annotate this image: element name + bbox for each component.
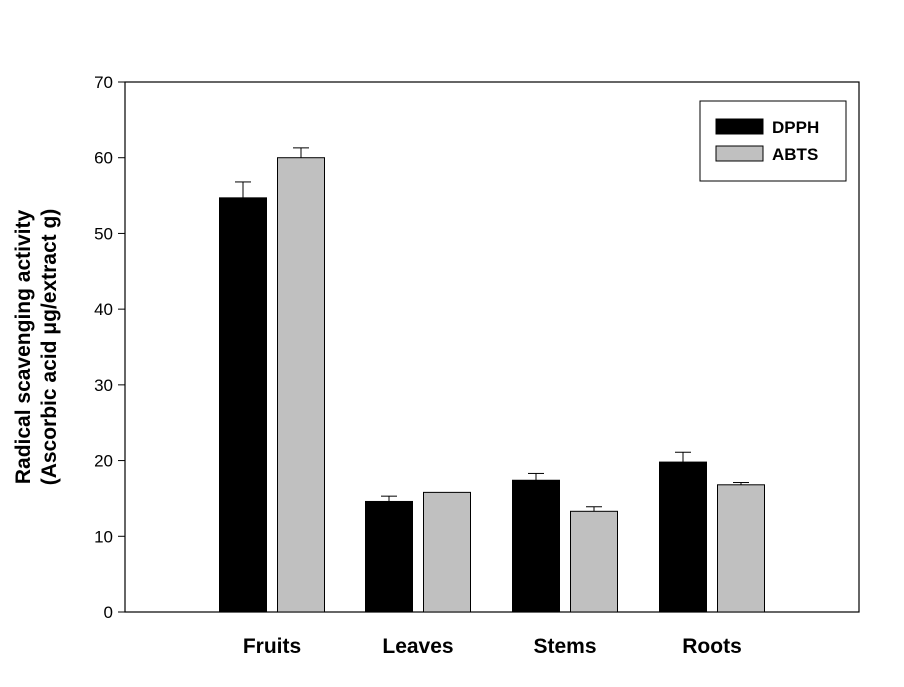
bar-dpph-stems	[512, 479, 560, 613]
y-tick-label: 50	[94, 224, 113, 243]
bar-abts-fruits	[277, 157, 325, 613]
y-tick-label: 0	[104, 603, 113, 622]
legend-box	[699, 100, 847, 182]
legend-label-abts: ABTS	[772, 145, 818, 164]
bar-dpph-roots	[659, 461, 707, 613]
y-tick-label: 20	[94, 452, 113, 471]
x-category-label: Fruits	[243, 635, 301, 658]
x-category-label: Stems	[533, 635, 596, 658]
legend-swatch-dpph	[715, 118, 764, 135]
y-axis-title-line2: (Ascorbic acid μg/extract g)	[38, 209, 61, 486]
bar-dpph-fruits	[219, 197, 267, 613]
bar-abts-stems	[570, 510, 618, 613]
y-axis: 0 10 20 30 40 50 60 70	[94, 73, 125, 622]
y-tick-label: 10	[94, 527, 113, 546]
y-tick-label: 30	[94, 376, 113, 395]
plot-area	[124, 81, 860, 613]
bar-abts-leaves	[423, 491, 471, 613]
plot-frame	[124, 81, 860, 613]
x-axis-labels: Fruits Leaves Stems Roots	[243, 635, 742, 658]
y-tick-label: 60	[94, 149, 113, 168]
bar-abts-roots	[717, 484, 765, 613]
y-axis-title-line1: Radical scavenging activity	[12, 210, 35, 485]
legend-label-dpph: DPPH	[772, 118, 819, 137]
legend-swatch-abts	[715, 145, 764, 162]
bars-group	[219, 147, 765, 613]
legend: DPPH ABTS	[699, 100, 847, 182]
y-axis-title: Radical scavenging activity (Ascorbic ac…	[12, 209, 61, 486]
bar-dpph-leaves	[365, 500, 413, 613]
x-category-label: Roots	[682, 635, 742, 658]
y-tick-label: 70	[94, 73, 113, 92]
y-tick-label: 40	[94, 300, 113, 319]
x-category-label: Leaves	[382, 635, 453, 658]
